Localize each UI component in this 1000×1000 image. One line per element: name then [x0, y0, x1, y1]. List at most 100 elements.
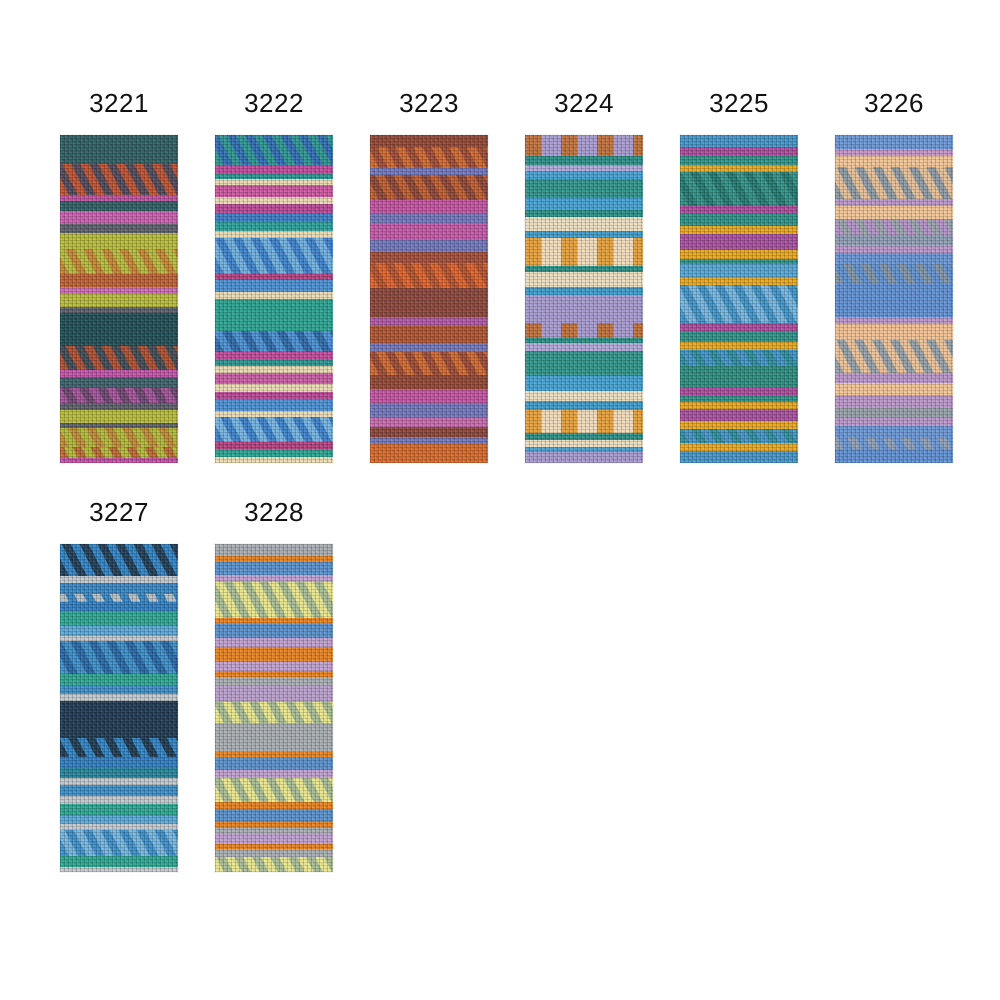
yarn-stripe [215, 372, 333, 385]
yarn-stripe [215, 237, 333, 274]
yarn-stripe [60, 233, 178, 249]
yarn-stripe [835, 206, 953, 220]
yarn-stripe [370, 287, 488, 317]
yarn-stripe [60, 602, 178, 612]
yarn-stripe [835, 252, 953, 265]
yarn-stripe [835, 317, 953, 324]
yarn-stripe [60, 576, 178, 583]
yarn-stripe [215, 417, 333, 443]
yarn-stripe [60, 402, 178, 410]
yarn-stripe [60, 777, 178, 786]
yarn-stripe [835, 198, 953, 207]
yarn-stripe [370, 262, 488, 288]
yarn-stripe [60, 757, 178, 769]
yarn-stripe [525, 171, 643, 179]
yarn-stripe [680, 213, 798, 227]
yarn-stripe [525, 433, 643, 440]
colorway-cell-3223[interactable]: 3223 [370, 88, 488, 463]
yarn-stripe [215, 448, 333, 458]
yarn-stripe [370, 147, 488, 169]
yarn-stripe [835, 264, 953, 284]
colorway-cell-3221[interactable]: 3221 [60, 88, 178, 463]
yarn-stripe [525, 343, 643, 351]
yarn-stripe [525, 322, 643, 338]
yarn-stripe [680, 205, 798, 214]
yarn-stripe [60, 737, 178, 758]
yarn-stripe [370, 444, 488, 463]
yarn-stripe [215, 662, 333, 671]
yarn-stripe [60, 370, 178, 377]
yarn-stripe [60, 829, 178, 856]
colorway-number: 3224 [554, 88, 614, 118]
swatch-row-1: 3221 3222 3223 3224 3225 3226 [0, 0, 1000, 463]
yarn-stripe [525, 230, 643, 238]
yarn-stripe [835, 135, 953, 149]
yarn-stripe [215, 185, 333, 197]
yarn-stripe [370, 212, 488, 224]
yarn-stripe [215, 808, 333, 823]
yarn-stripe [370, 403, 488, 419]
colorway-cell-3224[interactable]: 3224 [525, 88, 643, 463]
yarn-stripe [215, 359, 333, 367]
yarn-swatch-image [680, 135, 798, 463]
yarn-stripe [525, 295, 643, 323]
yarn-stripe [60, 785, 178, 797]
yarn-stripe [680, 349, 798, 367]
yarn-stripe [60, 593, 178, 603]
yarn-stripe [835, 244, 953, 253]
yarn-stripe [215, 582, 333, 618]
colorway-number: 3223 [399, 88, 459, 118]
yarn-stripe [525, 178, 643, 198]
colorway-cell-3227[interactable]: 3227 [60, 497, 178, 872]
yarn-swatch-image [835, 135, 953, 463]
yarn-stripe [60, 803, 178, 816]
swatch-row-2: 3227 3228 [0, 497, 1000, 872]
yarn-stripe [835, 283, 953, 318]
yarn-stripe [525, 216, 643, 231]
yarn-stripe [215, 330, 333, 352]
yarn-stripe [680, 395, 798, 402]
colorway-number: 3226 [864, 88, 924, 118]
yarn-stripe [680, 331, 798, 342]
yarn-stripe [215, 165, 333, 174]
yarn-stripe [215, 556, 333, 562]
yarn-stripe [215, 298, 333, 331]
yarn-stripe [370, 168, 488, 176]
yarn-stripe [680, 165, 798, 173]
yarn-stripe [215, 670, 333, 677]
yarn-stripe [60, 313, 178, 346]
yarn-stripe [60, 223, 178, 234]
yarn-stripe [680, 285, 798, 323]
yarn-stripe [680, 233, 798, 251]
yarn-stripe [370, 200, 488, 213]
yarn-stripe [835, 425, 953, 438]
yarn-stripe [60, 287, 178, 295]
yarn-stripe [525, 156, 643, 165]
yarn-stripe [215, 617, 333, 624]
yarn-stripe [60, 855, 178, 867]
yarn-stripe [680, 408, 798, 422]
yarn-stripe [60, 815, 178, 825]
colorway-cell-3225[interactable]: 3225 [680, 88, 798, 463]
yarn-stripe [835, 418, 953, 426]
yarn-stripe [835, 323, 953, 340]
yarn-stripe [215, 770, 333, 778]
yarn-stripe [370, 135, 488, 148]
colorway-cell-3226[interactable]: 3226 [835, 88, 953, 463]
yarn-stripe [215, 544, 333, 557]
yarn-stripe [835, 167, 953, 199]
colorway-cell-3222[interactable]: 3222 [215, 88, 333, 463]
yarn-stripe [215, 701, 333, 723]
yarn-stripe [525, 439, 643, 448]
yarn-stripe [60, 582, 178, 594]
yarn-stripe [215, 384, 333, 392]
yarn-stripe [215, 822, 333, 829]
yarn-stripe [370, 437, 488, 445]
yarn-stripe [525, 237, 643, 266]
yarn-stripe [835, 449, 953, 463]
yarn-stripe [215, 802, 333, 809]
yarn-stripe [215, 351, 333, 360]
colorway-cell-3228[interactable]: 3228 [215, 497, 333, 872]
yarn-stripe [680, 387, 798, 396]
